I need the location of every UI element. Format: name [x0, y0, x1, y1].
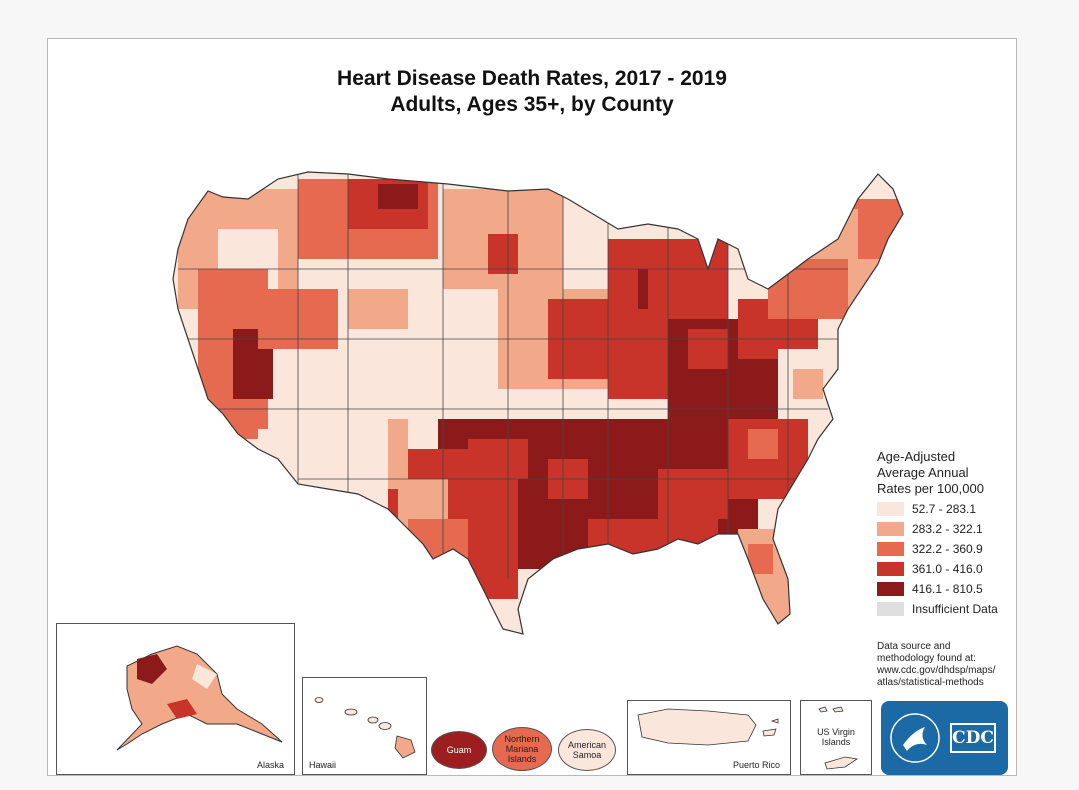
- legend-item: Insufficient Data: [877, 601, 1017, 617]
- legend: Age-Adjusted Average Annual Rates per 10…: [877, 449, 1017, 617]
- legend-label: 283.2 - 322.1: [912, 522, 983, 536]
- northern-mariana-islands-label: Northern Mariana Islands: [504, 734, 540, 764]
- legend-item: 52.7 - 283.1: [877, 501, 1017, 517]
- hhs-seal-icon: [890, 713, 940, 763]
- legend-label: 52.7 - 283.1: [912, 502, 977, 516]
- puerto-rico-inset: Puerto Rico: [627, 700, 791, 775]
- hawaii-label: Hawaii: [309, 760, 337, 770]
- guam-oval: Guam: [431, 731, 487, 769]
- american-samoa-label: American Samoa: [567, 740, 606, 760]
- map-frame: Heart Disease Death Rates, 2017 - 2019 A…: [47, 38, 1017, 776]
- us-virgin-islands-inset: US Virgin Islands: [800, 700, 872, 775]
- legend-swatch: [877, 542, 904, 556]
- state-borders: [178, 172, 848, 579]
- guam-label: Guam: [446, 745, 472, 755]
- legend-title: Age-Adjusted Average Annual Rates per 10…: [877, 449, 984, 496]
- legend-swatch: [877, 522, 904, 536]
- american-samoa-oval: American Samoa: [558, 729, 616, 771]
- legend-swatch: [877, 502, 904, 516]
- alaska-map: [116, 645, 283, 751]
- cdc-logo: CDC: [881, 701, 1008, 775]
- legend-swatch: [877, 562, 904, 576]
- alaska-inset: Alaska: [56, 623, 295, 775]
- us-virgin-islands-map: [818, 706, 859, 770]
- data-source-note: Data source and methodology found at: ww…: [877, 641, 996, 688]
- legend-label: 322.2 - 360.9: [912, 542, 983, 556]
- legend-label: 361.0 - 416.0: [912, 562, 983, 576]
- county-fill-layer: [173, 172, 903, 634]
- legend-label: 416.1 - 810.5: [912, 582, 983, 596]
- puerto-rico-label: Puerto Rico: [732, 760, 780, 770]
- us-virgin-islands-label: US Virgin Islands: [817, 727, 855, 747]
- map-title: Heart Disease Death Rates, 2017 - 2019: [337, 67, 727, 90]
- us-county-map: [172, 171, 904, 635]
- northern-mariana-islands-oval: Northern Mariana Islands: [492, 727, 552, 771]
- legend-swatch: [877, 602, 904, 616]
- hawaii-map: [314, 697, 416, 759]
- legend-item: 361.0 - 416.0: [877, 561, 1017, 577]
- alaska-label: Alaska: [256, 760, 284, 770]
- cdc-logo-text: CDC: [950, 723, 996, 753]
- legend-item: 416.1 - 810.5: [877, 581, 1017, 597]
- legend-item: 283.2 - 322.1: [877, 521, 1017, 537]
- legend-item: 322.2 - 360.9: [877, 541, 1017, 557]
- legend-swatch: [877, 582, 904, 596]
- hawaii-inset: Hawaii: [302, 677, 427, 775]
- puerto-rico-map: [637, 708, 779, 746]
- legend-label: Insufficient Data: [912, 602, 998, 616]
- map-subtitle: Adults, Ages 35+, by County: [390, 93, 674, 116]
